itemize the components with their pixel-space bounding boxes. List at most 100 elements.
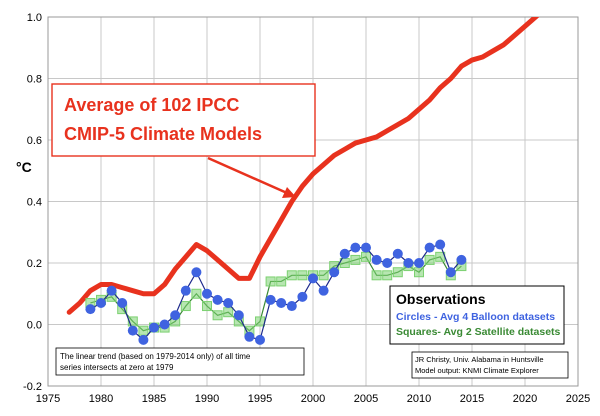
balloon-circle [382, 258, 393, 268]
satellite-square [392, 267, 403, 278]
balloon-circle [117, 297, 128, 308]
models-annotation-arrowhead [282, 187, 296, 198]
satellite-square [361, 251, 371, 262]
satellite-square [255, 316, 265, 327]
x-tick-label: 1985 [142, 393, 166, 405]
balloon-circle [244, 331, 255, 342]
balloon-circle [403, 258, 414, 268]
x-tick-label: 2000 [301, 393, 325, 405]
y-tick-label: 0.4 [27, 197, 42, 209]
satellite-square [202, 301, 212, 312]
models-annotation-box [51, 83, 316, 157]
y-tick-labels: -0.2 0.0 0.2 0.4 0.6 0.8 1.0 [23, 12, 42, 393]
balloon-circle [149, 322, 159, 333]
models-label-line: Average of 102 IPCC [64, 95, 239, 115]
balloon-circle [318, 285, 329, 296]
balloons-series [85, 239, 467, 345]
balloon-circle [308, 273, 318, 284]
balloon-circle [202, 288, 212, 299]
balloon-circle [265, 294, 276, 305]
satellite-square [223, 307, 234, 318]
x-tick-label: 1975 [36, 393, 60, 405]
balloon-circle [445, 267, 456, 278]
satellite-square [212, 310, 223, 321]
satellite-square [350, 254, 361, 265]
balloon-circle [180, 285, 191, 296]
y-tick-label: 0.6 [27, 135, 42, 147]
plot-frame [47, 16, 579, 387]
models-annotation-arrow [207, 156, 288, 195]
balloon-circle [106, 285, 117, 296]
credit-line1: JR Christy, Univ. Alabama in Huntsville [415, 355, 544, 364]
balloon-circle [350, 242, 361, 253]
trend-note: The linear trend (based on 1979-2014 onl… [55, 347, 305, 376]
legend-satellites: Squares- Avg 2 Satellite datasets [396, 326, 561, 338]
balloon-circle [170, 310, 181, 321]
x-tick-label: 2025 [566, 393, 590, 405]
x-tick-labels: 1975 1980 1985 1990 1995 2000 2005 2010 2015 2020… [36, 393, 590, 405]
models-series [66, 17, 540, 315]
satellite-square [286, 270, 297, 281]
models-annotation: Average of 102 IPCC CMIP-5 Climate Models [51, 83, 316, 198]
credit-frame [411, 351, 569, 379]
x-tick-label: 2020 [513, 393, 537, 405]
satellite-square [382, 270, 393, 281]
balloon-circle [85, 304, 96, 315]
trend-note-line1: The linear trend (based on 1979-2014 onl… [60, 352, 251, 361]
satellite-square [318, 270, 329, 281]
balloon-circle [286, 301, 297, 312]
balloon-circle [233, 310, 244, 321]
y-tick-label: 0.8 [27, 74, 42, 86]
y-tick-label: 0.0 [27, 320, 42, 332]
balloon-circle [276, 297, 287, 308]
balloon-circle [329, 267, 340, 278]
models-line [66, 17, 540, 315]
y-tick-label: 1.0 [27, 12, 42, 24]
legend-title: Observations [396, 291, 486, 307]
y-tick-label: 0.2 [27, 258, 42, 270]
balloon-circle [96, 297, 106, 308]
trend-note-box [55, 347, 305, 376]
satellite-square [138, 325, 149, 336]
balloon-circle [138, 334, 149, 345]
balloon-circle [297, 291, 308, 302]
x-tick-label: 1980 [89, 393, 113, 405]
y-axis-label: °C [16, 159, 32, 175]
x-tick-label: 1995 [248, 393, 272, 405]
models-label-line: CMIP-5 Climate Models [64, 124, 262, 144]
balloon-circle [435, 239, 446, 250]
credit-box: JR Christy, Univ. Alabama in Huntsville … [411, 351, 569, 379]
legend-balloons: Circles - Avg 4 Balloon datasets [396, 311, 555, 323]
balloon-circle [212, 294, 223, 305]
satellite-square [180, 301, 191, 312]
balloon-circle [361, 242, 371, 253]
models-annotation-label: Average of 102 IPCC CMIP-5 Climate Models [64, 95, 262, 144]
satellite-square [371, 270, 382, 281]
satellite-square [265, 276, 276, 287]
x-tick-label: 2015 [460, 393, 484, 405]
balloon-circle [191, 267, 202, 278]
balloon-circle [392, 248, 403, 259]
x-tick-label: 2005 [354, 393, 378, 405]
balloon-circle [424, 242, 435, 253]
balloon-circle [223, 297, 234, 308]
satellite-square [414, 267, 424, 278]
legend-box [389, 285, 565, 345]
balloon-circle [371, 254, 382, 265]
balloon-circle [414, 258, 424, 268]
trend-note-line2: series intersects at zero at 1979 [60, 363, 174, 372]
satellite-square [424, 254, 435, 265]
balloon-circle [159, 319, 170, 330]
satellite-square [297, 270, 308, 281]
x-tick-label: 2010 [407, 393, 431, 405]
grid [47, 16, 579, 387]
balloon-circle [255, 334, 265, 345]
x-tick-label: 1990 [195, 393, 219, 405]
satellite-square [276, 276, 287, 287]
observations-legend: Observations Circles - Avg 4 Balloon dat… [389, 285, 565, 345]
credit-line2: Model output: KNMI Climate Explorer [415, 366, 539, 375]
y-tick-label: -0.2 [23, 381, 42, 393]
balloon-circle [339, 248, 350, 259]
balloon-circle [127, 325, 138, 336]
